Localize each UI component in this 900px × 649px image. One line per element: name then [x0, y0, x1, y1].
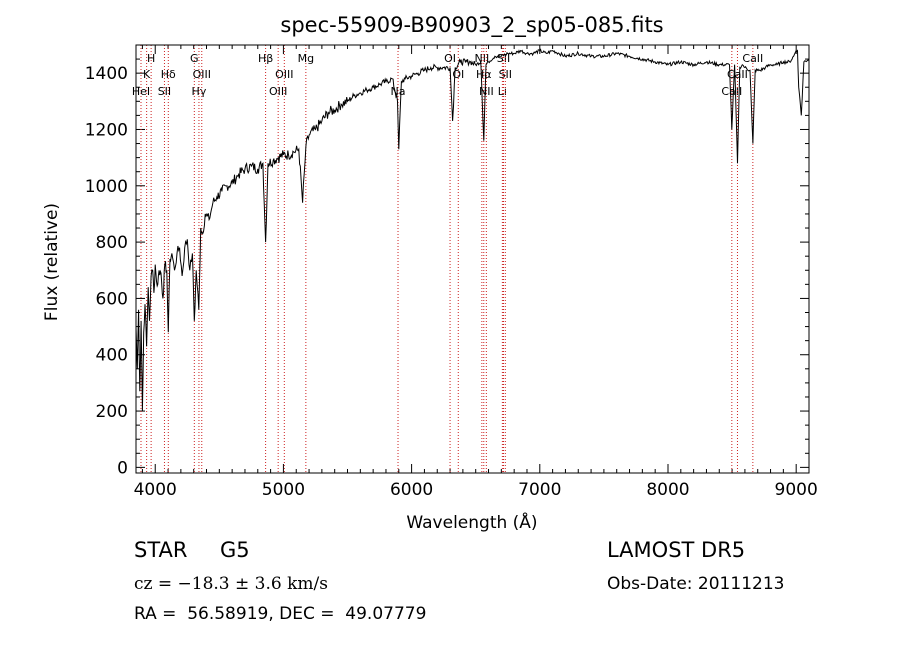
spectral-line-label: OI: [452, 68, 464, 81]
spectral-line-label: CaII: [721, 85, 742, 98]
coordinates: RA = 56.58919, DEC = 49.07779: [134, 604, 427, 624]
x-tick-label: 5000: [262, 480, 305, 500]
spectral-line-label: Li: [498, 85, 507, 98]
spectral-line-label: Hβ: [258, 52, 273, 65]
spectral-line-label: NII: [479, 85, 494, 98]
object-subclass: G5: [220, 538, 250, 562]
spectral-line-label: NII: [474, 52, 489, 65]
y-tick-label: 600: [96, 289, 128, 309]
spectral-line-label: OIII: [275, 68, 293, 81]
spectral-line-label: Hγ: [192, 85, 207, 98]
plot-frame: [135, 44, 810, 474]
spectral-line-label: K: [143, 68, 151, 81]
spectral-line-label: CaII: [727, 68, 748, 81]
x-axis-label: Wavelength (Å): [406, 511, 537, 533]
y-tick-label: 1000: [85, 177, 128, 197]
chart-title: spec-55909-B90903_2_sp05-085.fits: [280, 13, 663, 38]
y-tick-label: 200: [96, 402, 128, 422]
spectral-line-label: Hδ: [161, 68, 176, 81]
y-tick-label: 1200: [85, 120, 128, 140]
spectral-line-label: Hα: [476, 68, 492, 81]
spectral-line-label: HeI: [132, 85, 150, 98]
spectral-line-label: OIII: [269, 85, 287, 98]
spectral-line-label: SII: [158, 85, 171, 98]
spectral-line-label: H: [147, 52, 155, 65]
x-tick-label: 8000: [646, 480, 689, 500]
y-tick-label: 400: [96, 346, 128, 366]
spectral-line-label: SII: [499, 68, 512, 81]
object-class: STAR: [134, 538, 188, 562]
spectral-line-label: G: [190, 52, 199, 65]
y-tick-label: 800: [96, 233, 128, 253]
redshift-velocity: cz = −18.3 ± 3.6 km/s: [134, 574, 328, 594]
x-tick-label: 9000: [775, 480, 818, 500]
x-tick-label: 7000: [518, 480, 561, 500]
x-tick-label: 6000: [390, 480, 433, 500]
spectral-line-label: OIII: [193, 68, 211, 81]
spectral-line-label: Na: [391, 85, 406, 98]
x-tick-label: 4000: [134, 480, 177, 500]
spectral-line-label: CaII: [742, 52, 763, 65]
y-tick-label: 0: [117, 458, 128, 478]
object-class-line: STAR G5: [134, 538, 250, 562]
spectral-line-label: OI: [444, 52, 456, 65]
observation-date: Obs-Date: 20111213: [607, 574, 785, 594]
y-tick-label: 1400: [85, 64, 128, 84]
survey-name: LAMOST DR5: [607, 538, 746, 562]
spectrum-line: [135, 48, 810, 412]
y-axis-label: Flux (relative): [42, 203, 62, 321]
spectral-line-label: Mg: [298, 52, 314, 65]
spectral-line-label: SII: [497, 52, 510, 65]
